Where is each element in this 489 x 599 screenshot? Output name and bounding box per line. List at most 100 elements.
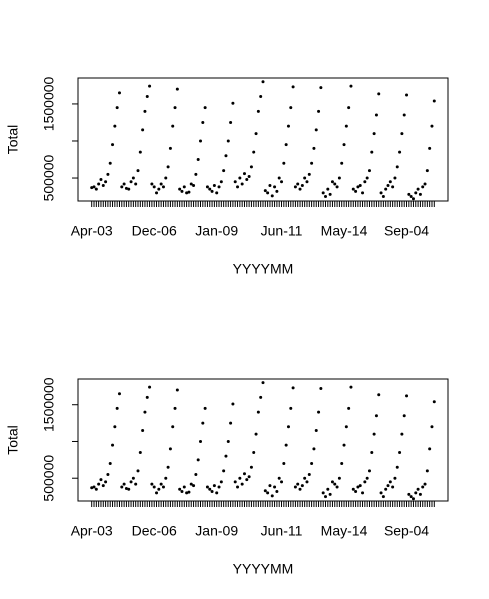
point (319, 86, 323, 90)
point (361, 491, 365, 495)
point (289, 406, 293, 410)
point (342, 443, 346, 447)
point (99, 478, 103, 482)
point (416, 187, 420, 191)
point (245, 178, 249, 182)
point (196, 458, 200, 462)
point (300, 183, 304, 187)
point (409, 495, 413, 499)
point (226, 139, 230, 143)
y-axis-label: Total (5, 425, 21, 455)
point (168, 146, 172, 150)
point (407, 492, 411, 496)
point (312, 146, 316, 150)
point (175, 87, 179, 91)
point (173, 406, 177, 410)
point (178, 487, 182, 491)
point (136, 469, 140, 473)
point (317, 109, 321, 113)
point (356, 485, 360, 489)
point (374, 414, 378, 418)
point (115, 406, 119, 410)
point (321, 491, 325, 495)
point (111, 143, 115, 147)
x-tick-label: Jan-09 (195, 223, 238, 239)
point (252, 450, 256, 454)
x-tick-label: Apr-03 (71, 223, 113, 239)
point (293, 185, 297, 189)
point (180, 189, 184, 193)
point (284, 443, 288, 447)
point (134, 482, 138, 486)
point (238, 476, 242, 480)
point (199, 439, 202, 443)
point (273, 485, 277, 489)
point (354, 489, 358, 493)
point (166, 465, 170, 469)
point (217, 185, 221, 189)
point (386, 484, 390, 488)
point (159, 482, 163, 486)
point (326, 187, 330, 191)
point (254, 432, 258, 436)
point (314, 128, 318, 132)
point (164, 476, 168, 480)
point (421, 485, 425, 489)
point (270, 194, 274, 198)
point (97, 182, 101, 186)
point (201, 421, 205, 425)
point (363, 180, 367, 184)
point (97, 482, 101, 486)
point (219, 180, 223, 184)
point (171, 124, 175, 128)
point (175, 388, 179, 392)
point (108, 462, 112, 466)
point (205, 485, 209, 489)
point (407, 192, 411, 196)
point (310, 462, 314, 466)
y-axis-label: Total (5, 125, 21, 155)
point (349, 84, 353, 88)
point (152, 185, 156, 189)
point (157, 487, 161, 491)
point (391, 185, 395, 189)
point (127, 487, 131, 491)
point (391, 485, 395, 489)
point (94, 187, 98, 191)
point (344, 425, 348, 429)
x-tick-label: Sep-04 (384, 523, 429, 539)
point (386, 183, 390, 187)
point (365, 476, 369, 480)
point (259, 95, 263, 99)
point (277, 176, 281, 180)
point (145, 395, 149, 399)
point (261, 381, 265, 385)
point (210, 489, 214, 493)
point (409, 195, 413, 199)
point (210, 189, 214, 193)
point (94, 487, 98, 491)
point (231, 402, 235, 406)
y-tick-label: 1500000 (41, 76, 57, 131)
point (291, 386, 295, 390)
point (101, 183, 105, 187)
point (122, 482, 126, 486)
point (351, 487, 355, 491)
point (101, 484, 105, 488)
point (282, 462, 286, 466)
point (226, 439, 230, 443)
point (305, 180, 309, 184)
point (189, 482, 193, 486)
point (411, 197, 415, 201)
point (400, 132, 404, 136)
point (358, 183, 362, 187)
point (393, 476, 397, 480)
point (379, 491, 383, 495)
point (270, 494, 274, 498)
point (268, 484, 272, 488)
point (168, 447, 172, 451)
point (261, 80, 265, 84)
point (92, 485, 96, 489)
point (189, 182, 193, 186)
point (284, 143, 288, 147)
